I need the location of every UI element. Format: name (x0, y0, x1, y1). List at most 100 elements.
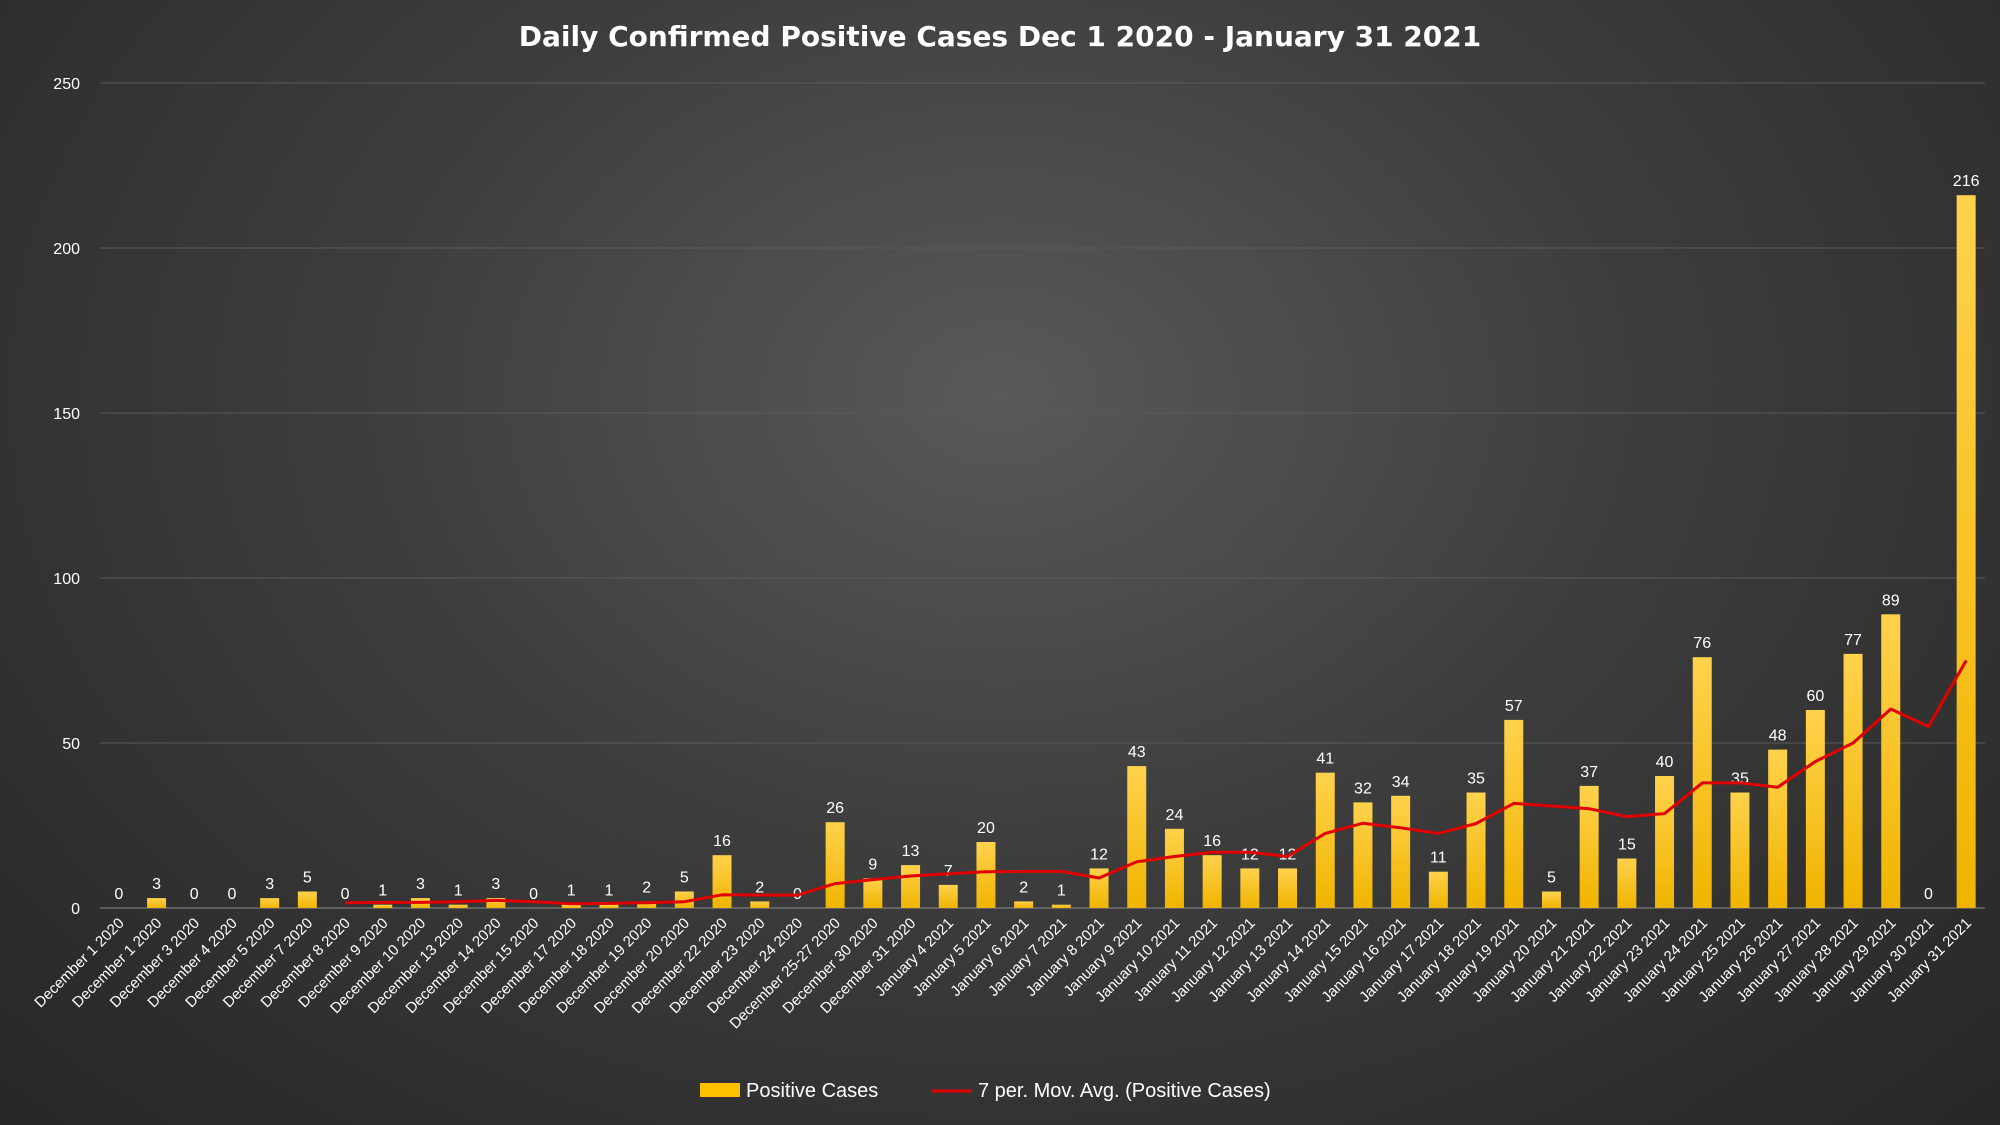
y-tick-label: 100 (53, 571, 80, 588)
bar (147, 898, 167, 908)
data-label: 40 (1656, 754, 1674, 771)
legend-swatch-positive-cases (700, 1083, 740, 1097)
data-label: 12 (1090, 846, 1108, 863)
bar (1655, 776, 1675, 908)
data-label: 216 (1953, 173, 1980, 190)
data-label: 5 (303, 870, 312, 887)
data-label: 1 (378, 883, 387, 900)
bar (1617, 858, 1637, 908)
bar (1805, 710, 1825, 908)
data-label: 15 (1618, 837, 1636, 854)
bar (260, 898, 280, 908)
data-label: 57 (1505, 698, 1523, 715)
bar (1391, 795, 1411, 908)
bar (1202, 855, 1222, 908)
data-label: 1 (454, 883, 463, 900)
bar (373, 904, 393, 908)
data-label: 16 (1203, 833, 1221, 850)
data-label: 1 (1057, 883, 1066, 900)
bar (1843, 653, 1863, 908)
data-label: 5 (1547, 870, 1556, 887)
bar (1164, 828, 1184, 908)
data-label: 0 (529, 886, 538, 903)
bar (1768, 749, 1788, 908)
data-label: 0 (1924, 886, 1933, 903)
y-tick-label: 0 (71, 901, 80, 918)
data-label: 3 (416, 876, 425, 893)
legend: Positive Cases 7 per. Mov. Avg. (Positiv… (700, 1080, 1271, 1102)
y-tick-label: 150 (53, 406, 80, 423)
data-label: 24 (1166, 807, 1184, 824)
data-label: 60 (1806, 688, 1824, 705)
data-label: 32 (1354, 780, 1372, 797)
bar (1579, 785, 1599, 908)
data-label: 2 (1019, 879, 1028, 896)
bar (976, 842, 996, 908)
data-label: 2 (755, 879, 764, 896)
bar (561, 904, 581, 908)
data-label: 1 (604, 883, 613, 900)
data-label: 3 (265, 876, 274, 893)
bar (825, 822, 845, 908)
data-label: 0 (190, 886, 199, 903)
bar (1014, 901, 1034, 908)
data-label: 3 (491, 876, 500, 893)
bar (637, 901, 657, 908)
y-tick-label: 200 (53, 241, 80, 258)
data-label: 89 (1882, 592, 1900, 609)
data-label: 7 (944, 863, 953, 880)
data-label: 26 (826, 800, 844, 817)
bar (1428, 871, 1448, 908)
bar (297, 891, 317, 908)
data-label: 77 (1844, 632, 1862, 649)
bar (674, 891, 694, 908)
data-label: 34 (1392, 774, 1410, 791)
bar (448, 904, 468, 908)
bar (901, 865, 921, 908)
bar (938, 884, 958, 908)
bar (1240, 868, 1260, 908)
bar (486, 898, 506, 908)
data-label: 2 (642, 879, 651, 896)
bar (712, 855, 732, 908)
bar (1127, 766, 1147, 908)
data-label: 0 (114, 886, 123, 903)
bar (1353, 802, 1373, 908)
data-label: 1 (567, 883, 576, 900)
data-label: 76 (1693, 635, 1711, 652)
y-axis-ticks: 0 50 100 150 200 250 (53, 76, 80, 918)
bar (1541, 891, 1561, 908)
legend-label-moving-average: 7 per. Mov. Avg. (Positive Cases) (978, 1080, 1271, 1102)
bar (1730, 792, 1750, 908)
data-label: 37 (1580, 764, 1598, 781)
legend-label-positive-cases: Positive Cases (746, 1080, 878, 1102)
moving-average-line (345, 659, 1968, 906)
data-label: 41 (1316, 751, 1334, 768)
bar (1466, 792, 1486, 908)
bar (1315, 772, 1335, 908)
bar (863, 878, 883, 908)
data-label: 20 (977, 820, 995, 837)
bar (1051, 904, 1071, 908)
data-label: 9 (868, 856, 877, 873)
data-label: 11 (1430, 850, 1447, 867)
bar (750, 901, 770, 908)
bar-series (147, 195, 1976, 908)
data-label: 43 (1128, 744, 1146, 761)
bar (1504, 719, 1524, 908)
bar (1881, 614, 1901, 908)
bar (1278, 868, 1298, 908)
data-label: 35 (1467, 771, 1485, 788)
data-label: 13 (902, 843, 920, 860)
y-tick-label: 50 (62, 736, 80, 753)
bar (599, 904, 619, 908)
data-label: 12 (1241, 846, 1259, 863)
moving-average-series (345, 659, 1968, 906)
data-label: 48 (1769, 728, 1787, 745)
data-label: 5 (680, 870, 689, 887)
bar (1956, 195, 1976, 908)
